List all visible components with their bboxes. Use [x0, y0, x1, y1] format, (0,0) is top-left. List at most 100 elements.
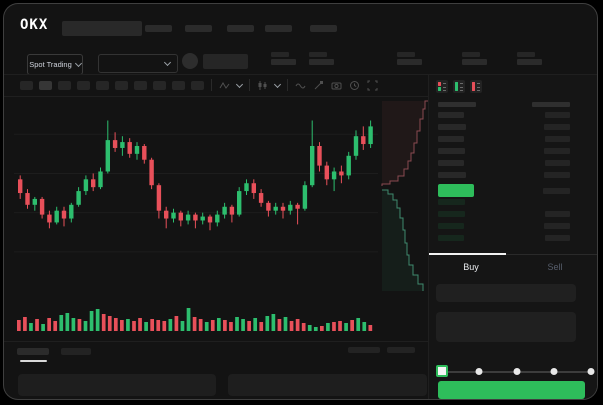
timeframe-button-row	[20, 81, 204, 90]
bid-row-price[interactable]	[438, 199, 465, 205]
amount-slider[interactable]	[436, 365, 595, 377]
bid-row-amount[interactable]	[545, 211, 570, 217]
bid-row-price[interactable]	[438, 211, 465, 217]
nav-item-placeholder[interactable]	[227, 25, 254, 32]
slider-stop[interactable]	[475, 368, 483, 375]
buy-submit-button[interactable]	[438, 381, 585, 399]
last-price-bar[interactable]	[438, 184, 474, 197]
slider-stop[interactable]	[587, 368, 595, 375]
bid-row-amount[interactable]	[545, 235, 570, 241]
amount-input[interactable]	[436, 312, 576, 342]
slider-stop[interactable]	[550, 368, 558, 375]
ask-row-amount[interactable]	[545, 160, 570, 166]
fullscreen-icon[interactable]	[367, 80, 378, 91]
bottom-link-placeholder[interactable]	[387, 347, 415, 353]
pair-select-dropdown[interactable]	[98, 54, 178, 73]
timeframe-button[interactable]	[115, 81, 128, 90]
stat-label-placeholder	[309, 52, 327, 57]
timeframe-button[interactable]	[191, 81, 204, 90]
timeframe-button[interactable]	[153, 81, 166, 90]
chevron-down-icon	[74, 59, 82, 68]
chevron-down-icon[interactable]	[273, 80, 282, 88]
timeframe-button[interactable]	[77, 81, 90, 90]
candlestick-chart[interactable]	[14, 97, 378, 293]
ask-row-price[interactable]	[438, 160, 464, 166]
stat-label-placeholder	[517, 52, 535, 57]
timeframe-button[interactable]	[172, 81, 185, 90]
chart-tools-row	[211, 78, 378, 92]
orderbook-header-right	[532, 102, 570, 107]
orderbook-bids-view-icon[interactable]	[453, 80, 465, 93]
nav-item-placeholder[interactable]	[145, 25, 172, 32]
ask-row-price[interactable]	[438, 172, 466, 178]
depth-chart[interactable]	[378, 97, 428, 293]
indicator-icon[interactable]	[219, 80, 230, 91]
history-panel-placeholder	[228, 374, 427, 396]
active-tab-indicator	[20, 360, 47, 362]
okx-logo[interactable]: OKX	[20, 17, 49, 33]
ask-row-amount[interactable]	[545, 136, 570, 142]
ask-row-amount[interactable]	[545, 112, 570, 118]
stat-group	[517, 52, 547, 66]
ask-row-amount[interactable]	[544, 148, 570, 154]
stat-group	[462, 52, 492, 66]
header-divider	[4, 74, 597, 75]
screenshot-icon[interactable]	[331, 80, 342, 91]
spot-trading-selector[interactable]: Spot Trading	[27, 54, 83, 75]
tab-sell[interactable]: Sell	[547, 262, 563, 272]
bid-row-price[interactable]	[438, 223, 464, 229]
bottom-tab-placeholder[interactable]	[61, 348, 91, 355]
candle-style-icon[interactable]	[257, 80, 268, 91]
history-icon[interactable]	[349, 80, 360, 91]
bottom-link-placeholder[interactable]	[348, 347, 380, 353]
ask-row-price[interactable]	[438, 136, 464, 142]
spot-trading-label: Spot Trading	[29, 60, 72, 69]
slider-handle[interactable]	[436, 365, 448, 377]
nav-item-placeholder[interactable]	[185, 25, 212, 32]
active-tab-indicator	[429, 253, 506, 255]
nav-item-placeholder[interactable]	[265, 25, 292, 32]
ask-row-amount[interactable]	[544, 124, 570, 130]
order-panel: Buy Sell	[429, 75, 597, 399]
ask-row-price[interactable]	[438, 148, 465, 154]
chevron-down-icon[interactable]	[235, 80, 244, 88]
order-book	[429, 97, 597, 257]
last-price-amount	[543, 188, 570, 194]
app-window: OKX Spot Trading	[4, 4, 597, 399]
stat-label-placeholder	[397, 52, 415, 57]
tab-buy[interactable]: Buy	[463, 262, 479, 272]
orderbook-split-view-icon[interactable]	[436, 80, 448, 93]
stat-value-placeholder	[517, 59, 542, 65]
nav-item-placeholder[interactable]	[310, 25, 337, 32]
ask-row-amount[interactable]	[544, 172, 570, 178]
orderbook-header-left	[438, 102, 476, 107]
bid-row-price[interactable]	[438, 235, 464, 241]
last-price-placeholder	[203, 54, 248, 69]
toolbar-divider-line	[4, 96, 428, 97]
timeframe-button[interactable]	[20, 81, 33, 90]
search-input[interactable]	[62, 21, 142, 36]
volume-bars[interactable]	[14, 300, 378, 331]
timeframe-button[interactable]	[96, 81, 109, 90]
stat-value-placeholder	[397, 59, 422, 65]
ask-row-price[interactable]	[438, 112, 464, 118]
bottom-tab-placeholder[interactable]	[17, 348, 49, 355]
orderbook-asks-view-icon[interactable]	[470, 80, 482, 93]
draw-tool-icon[interactable]	[313, 80, 324, 91]
stat-group	[309, 52, 339, 66]
buy-sell-tabs: Buy Sell	[429, 253, 597, 279]
timeframe-button[interactable]	[39, 81, 52, 90]
toolbar-divider	[211, 79, 212, 91]
stat-value-placeholder	[309, 59, 334, 65]
slider-stop[interactable]	[513, 368, 520, 375]
coin-avatar[interactable]	[182, 53, 198, 69]
timeframe-button[interactable]	[134, 81, 147, 90]
line-tool-icon[interactable]	[295, 80, 306, 91]
price-input[interactable]	[436, 284, 576, 302]
toolbar-divider	[287, 79, 288, 91]
bid-row-amount[interactable]	[544, 223, 570, 229]
timeframe-button[interactable]	[58, 81, 71, 90]
toolbar-divider	[249, 79, 250, 91]
chevron-down-icon	[163, 58, 172, 67]
ask-row-price[interactable]	[438, 124, 466, 130]
